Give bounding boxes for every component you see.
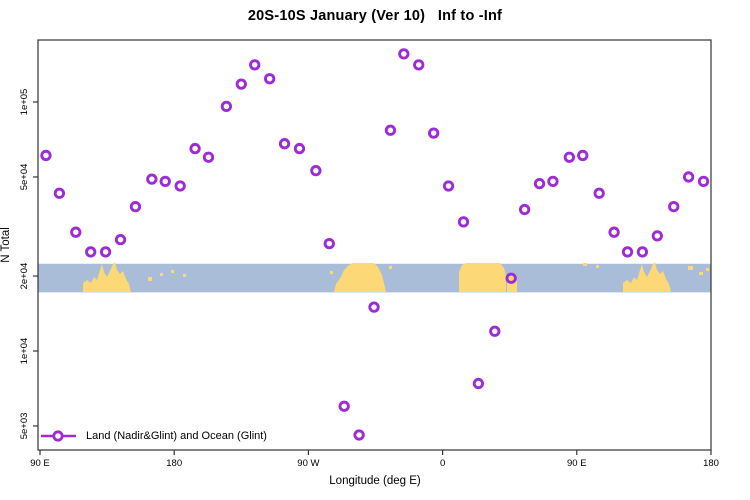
- data-point: [547, 175, 559, 188]
- x-tick-label: 180: [166, 458, 182, 469]
- data-point: [338, 400, 350, 412]
- legend-label: Land (Nadir&Glint) and Ocean (Glint): [86, 430, 267, 442]
- chart-title: 20S-10S January (Ver 10) Inf to -Inf: [247, 8, 503, 24]
- data-point: [368, 301, 380, 313]
- legend-marker-icon: [41, 430, 76, 442]
- map-band-island: [688, 266, 693, 270]
- data-point: [263, 73, 276, 85]
- map-band-land: [623, 262, 671, 292]
- data-point: [278, 138, 291, 150]
- data-point: [114, 234, 127, 246]
- map-band-island: [389, 266, 392, 269]
- data-point: [70, 226, 82, 238]
- x-tick-label: 90 E: [567, 458, 587, 469]
- data-point: [533, 177, 546, 190]
- map-band-land: [334, 263, 386, 292]
- data-point: [384, 124, 397, 136]
- data-point: [99, 246, 112, 258]
- map-band-island: [699, 272, 703, 275]
- data-point: [608, 226, 620, 238]
- map-band-land: [83, 262, 131, 292]
- plot-border: [37, 39, 712, 451]
- x-tick-label: 90 E: [30, 458, 50, 469]
- legend-circle: [52, 430, 64, 442]
- data-point: [682, 171, 695, 183]
- data-point: [442, 180, 455, 192]
- data-point: [621, 246, 634, 258]
- data-point: [235, 78, 247, 90]
- data-point: [428, 127, 440, 139]
- data-point: [353, 429, 365, 441]
- map-band-island: [148, 277, 152, 281]
- x-axis-title: Longitude (deg E): [329, 475, 421, 487]
- map-band-island: [183, 274, 186, 277]
- y-tick-label: 5e+03: [19, 413, 30, 440]
- x-tick-label: 180: [703, 458, 719, 469]
- y-axis-title: N Total: [0, 227, 12, 263]
- x-tick-label: 90 W: [297, 458, 319, 469]
- y-tick-label: 5e+04: [19, 164, 30, 191]
- data-point: [293, 142, 306, 155]
- y-tick-label: 1e+05: [19, 89, 30, 116]
- data-point: [505, 272, 517, 284]
- map-band-island: [171, 270, 174, 273]
- data-point: [413, 59, 425, 71]
- map-band-land: [459, 263, 506, 292]
- map-band-island: [583, 263, 587, 266]
- data-point: [636, 246, 649, 258]
- x-tick-label: 0: [440, 458, 445, 469]
- data-point: [472, 377, 485, 390]
- data-point: [174, 180, 186, 192]
- y-tick-label: 2e+04: [19, 263, 30, 290]
- data-point: [518, 203, 531, 216]
- map-band-island: [330, 271, 333, 274]
- map-band-island: [706, 268, 709, 271]
- data-point: [593, 187, 605, 199]
- data-point: [146, 173, 158, 185]
- data-point: [159, 175, 171, 188]
- data-point: [323, 237, 335, 250]
- map-band-island: [596, 265, 599, 268]
- data-point: [129, 200, 142, 213]
- data-point: [85, 246, 97, 258]
- data-point: [398, 48, 410, 60]
- data-point: [489, 325, 501, 337]
- map-band-island: [160, 273, 163, 276]
- data-point: [220, 100, 233, 113]
- data-point: [189, 142, 201, 155]
- legend: Land (Nadir&Glint) and Ocean (Glint): [40, 427, 267, 445]
- data-point: [697, 175, 710, 188]
- data-point: [40, 149, 52, 162]
- data-point: [249, 59, 261, 71]
- data-point: [310, 165, 322, 177]
- data-point: [651, 230, 663, 242]
- data-point: [563, 151, 575, 163]
- data-point: [577, 149, 589, 162]
- data-point: [202, 151, 215, 163]
- data-point: [53, 187, 66, 199]
- y-tick-label: 1e+04: [19, 338, 30, 365]
- data-point: [457, 216, 470, 228]
- data-point: [668, 200, 680, 213]
